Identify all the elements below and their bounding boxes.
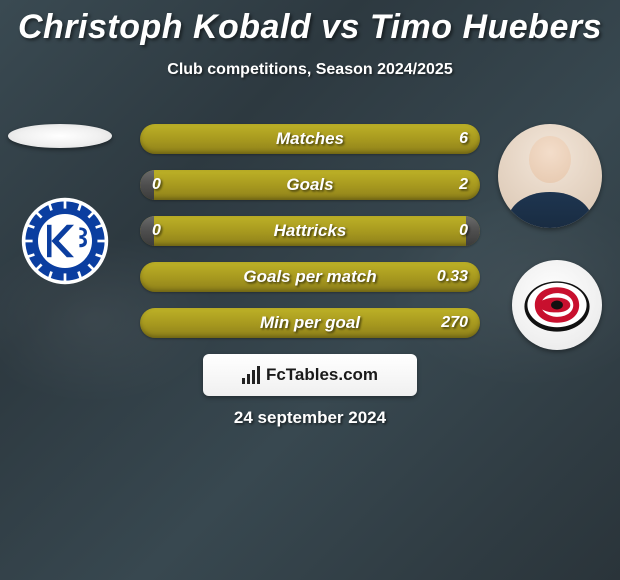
stat-row-matches: Matches 6 — [140, 124, 480, 154]
stat-label: Min per goal — [140, 313, 480, 333]
stat-right-value: 270 — [441, 314, 468, 332]
page-title: Christoph Kobald vs Timo Huebers — [0, 0, 620, 47]
source-brand[interactable]: FcTables.com — [203, 354, 417, 396]
stat-fill-right — [466, 216, 480, 246]
left-club-logo — [20, 196, 110, 286]
stat-label: Hattricks — [140, 221, 480, 241]
stat-row-goals: 0 Goals 2 — [140, 170, 480, 200]
right-club-logo — [512, 260, 602, 350]
stat-row-min-per-goal: Min per goal 270 — [140, 308, 480, 338]
subtitle: Club competitions, Season 2024/2025 — [0, 61, 620, 79]
date-label: 24 september 2024 — [0, 408, 620, 428]
stat-row-hattricks: 0 Hattricks 0 — [140, 216, 480, 246]
stat-label: Matches — [140, 129, 480, 149]
brand-text: FcTables.com — [266, 365, 378, 385]
stat-right-value: 0.33 — [437, 268, 468, 286]
chart-icon — [242, 366, 260, 384]
right-player-avatar — [498, 124, 602, 228]
stat-right-value: 2 — [459, 176, 468, 194]
stat-left-value: 0 — [152, 222, 161, 240]
stat-row-goals-per-match: Goals per match 0.33 — [140, 262, 480, 292]
stat-right-value: 0 — [459, 222, 468, 240]
stat-left-value: 0 — [152, 176, 161, 194]
stat-label: Goals per match — [140, 267, 480, 287]
left-player-avatar — [8, 124, 112, 148]
stat-label: Goals — [140, 175, 480, 195]
stat-right-value: 6 — [459, 130, 468, 148]
stats-bars: Matches 6 0 Goals 2 0 Hattricks 0 Goals … — [140, 124, 480, 354]
